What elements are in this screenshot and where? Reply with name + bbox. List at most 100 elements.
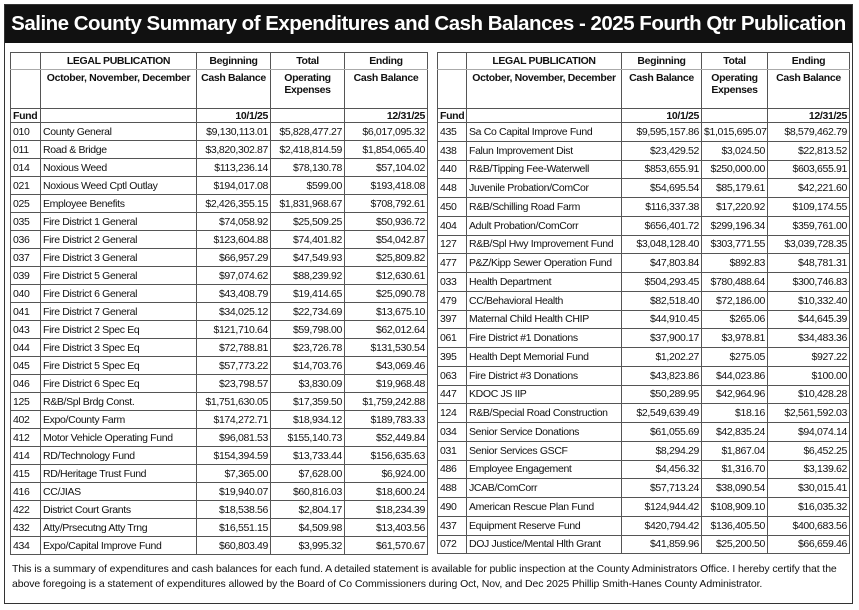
amount: $13,403.56: [344, 518, 428, 537]
amount: $50,289.95: [621, 384, 702, 405]
fund-name: American Rescue Plan Fund: [466, 497, 622, 517]
fund-name: R&B/Special Road Construction: [466, 403, 622, 423]
header-cell: 12/31/25: [767, 108, 850, 123]
header-cell: Ending: [344, 52, 428, 70]
fund-name: Equipment Reserve Fund: [466, 515, 622, 536]
amount: $61,570.67: [344, 536, 428, 555]
fund-row: 011 Road & Bridge $3,820,302.87 $2,418,814.…: [10, 140, 428, 159]
amount: $72,788.81: [196, 338, 271, 357]
fund-name: Fire District 7 General: [40, 302, 197, 321]
amount: $6,452.25: [767, 440, 850, 461]
fund-name: Fire District 6 Spec Eq: [40, 374, 197, 393]
fund-row: 479 CC/Behavioral Health $82,518.40 $72,186…: [437, 290, 850, 311]
amount: $25,809.82: [344, 248, 428, 267]
amount: $78,130.78: [270, 158, 345, 177]
fund-row: 036 Fire District 2 General $123,604.88 $74…: [10, 230, 428, 249]
fund-name: Fire District 2 General: [40, 230, 197, 249]
amount: $7,628.00: [270, 464, 345, 483]
fund-row: 404 Adult Probation/ComCorr $656,401.72 $29…: [437, 215, 850, 236]
amount: $156,635.63: [344, 446, 428, 465]
amount: $599.00: [270, 176, 345, 195]
amount: $23,429.52: [621, 140, 702, 161]
fund-name: Fire District 5 General: [40, 266, 197, 285]
fund-code: 127: [437, 234, 467, 255]
fund-name: R&B/Tipping Fee-Waterwell: [466, 159, 622, 180]
header-cell: Cash Balance: [344, 69, 428, 109]
fund-row: 014 Noxious Weed $113,236.14 $78,130.78 $57,…: [10, 158, 428, 177]
fund-code: 437: [437, 515, 467, 536]
header-row: LEGAL PUBLICATION Beginning Total Ending: [10, 52, 428, 70]
fund-row: 010 County General $9,130,113.01 $5,828,477…: [10, 122, 428, 141]
fund-name: Atty/Prsecutng Atty Trng: [40, 518, 197, 537]
amount: $892.83: [701, 253, 768, 273]
fund-row: 031 Senior Services GSCF $8,294.29 $1,867.0…: [437, 440, 850, 461]
fund-row: 033 Health Department $504,293.45 $780,488.…: [437, 272, 850, 292]
fund-name: Senior Services GSCF: [466, 440, 622, 461]
amount: $44,645.39: [767, 309, 850, 330]
fund-row: 124 R&B/Special Road Construction $2,549,6…: [437, 403, 850, 423]
amount: $154,394.59: [196, 446, 271, 465]
header-cell: [701, 108, 768, 123]
header-cell: [270, 108, 345, 123]
amount: $1,202.27: [621, 347, 702, 367]
header-row: LEGAL PUBLICATION Beginning Total Ending: [437, 52, 850, 70]
amount: $123,604.88: [196, 230, 271, 249]
fund-code: 125: [10, 392, 41, 411]
amount: $66,659.46: [767, 534, 850, 555]
fund-code: 412: [10, 428, 41, 447]
fund-code: 021: [10, 176, 41, 195]
fund-row: 414 RD/Technology Fund $154,394.59 $13,733.…: [10, 446, 428, 465]
fund-table: LEGAL PUBLICATION Beginning Total Ending Oct…: [10, 52, 428, 555]
fund-row: 450 R&B/Schilling Road Farm $116,337.38 $17…: [437, 197, 850, 217]
amount: $74,401.82: [270, 230, 345, 249]
amount: $9,595,157.86: [621, 122, 702, 142]
amount: $2,549,639.49: [621, 403, 702, 423]
fund-row: 397 Maternal Child Health CHIP $44,910.45 $…: [437, 309, 850, 330]
fund-code: 416: [10, 482, 41, 501]
amount: $23,726.78: [270, 338, 345, 357]
fund-row: 416 CC/JIAS $19,940.07 $60,816.03 $18,600.24: [10, 482, 428, 501]
fund-code: 061: [437, 328, 467, 348]
amount: $96,081.53: [196, 428, 271, 447]
fund-name: Fire District 1 General: [40, 212, 197, 231]
amount: $22,734.69: [270, 302, 345, 321]
amount: $2,804.17: [270, 500, 345, 519]
amount: $9,130,113.01: [196, 122, 271, 141]
header-cell: Cash Balance: [196, 69, 271, 109]
amount: $57,713.24: [621, 478, 702, 498]
amount: $72,186.00: [701, 290, 768, 311]
amount: $4,456.32: [621, 459, 702, 480]
header-cell: Beginning: [621, 52, 702, 70]
amount: $5,828,477.27: [270, 122, 345, 141]
amount: $19,968.48: [344, 374, 428, 393]
fund-name: Adult Probation/ComCorr: [466, 215, 622, 236]
amount: $17,359.50: [270, 392, 345, 411]
amount: $300,746.83: [767, 272, 850, 292]
fund-name: R&B/Spl Hwy Improvement Fund: [466, 234, 622, 255]
fund-row: 044 Fire District 3 Spec Eq $72,788.81 $23,…: [10, 338, 428, 357]
fund-name: JCAB/ComCorr: [466, 478, 622, 498]
amount: $7,365.00: [196, 464, 271, 483]
amount: $303,771.55: [701, 234, 768, 255]
fund-code: 011: [10, 140, 41, 159]
amount: $13,733.44: [270, 446, 345, 465]
amount: $3,820,302.87: [196, 140, 271, 159]
amount: $1,759,242.88: [344, 392, 428, 411]
fund-row: 437 Equipment Reserve Fund $420,794.42 $136…: [437, 515, 850, 536]
fund-name: Expo/Capital Improve Fund: [40, 536, 197, 555]
amount: $18,234.39: [344, 500, 428, 519]
fund-name: Expo/County Farm: [40, 410, 197, 429]
fund-row: 072 DOJ Justice/Mental Hlth Grant $41,859.…: [437, 534, 850, 555]
title: Saline County Summary of Expenditures an…: [5, 5, 852, 43]
fund-code: 031: [437, 440, 467, 461]
amount: $60,816.03: [270, 482, 345, 501]
fund-row: 412 Motor Vehicle Operating Fund $96,081.5…: [10, 428, 428, 447]
header-cell: October, November, December: [466, 69, 622, 109]
amount: $174,272.71: [196, 410, 271, 429]
amount: $44,910.45: [621, 309, 702, 330]
amount: $4,509.98: [270, 518, 345, 537]
fund-code: 072: [437, 534, 467, 555]
fund-name: R&B/Spl Brdg Const.: [40, 392, 197, 411]
fund-row: 021 Noxious Weed Cptl Outlay $194,017.08 $5…: [10, 176, 428, 195]
